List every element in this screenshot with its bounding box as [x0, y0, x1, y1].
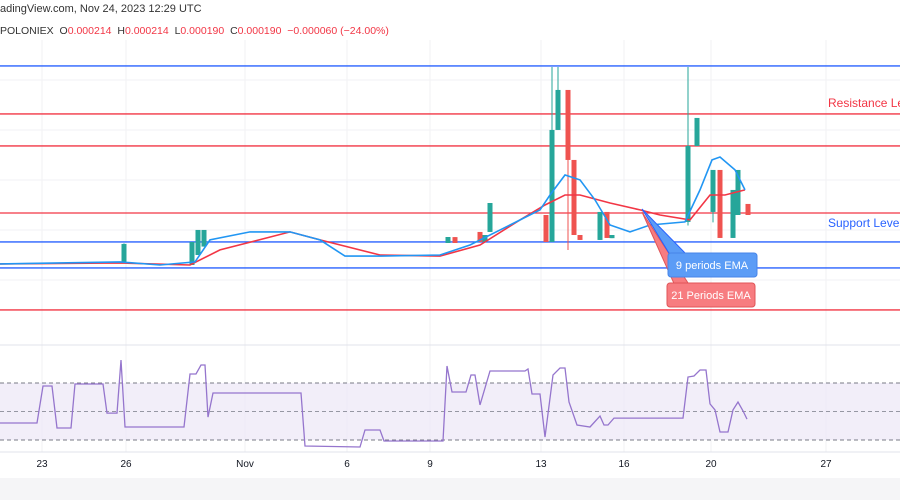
candle-body — [577, 235, 583, 240]
candle-body — [201, 229, 207, 247]
candle-body — [730, 189, 736, 238]
ema-lines — [0, 156, 746, 266]
ema21-callout-label: 21 Periods EMA — [671, 290, 751, 302]
candle-body — [452, 237, 458, 243]
candle-body — [189, 241, 195, 265]
low-value: 0.000190 — [180, 25, 225, 37]
candle-body — [477, 231, 483, 242]
ema9-callout-box — [667, 252, 758, 278]
candles — [121, 67, 751, 265]
change-value: −0.000060 (−24.00%) — [287, 25, 389, 37]
source-timestamp: adingView.com, Nov 24, 2023 12:29 UTC — [0, 3, 202, 15]
time-tick-label: 23 — [36, 459, 48, 470]
candle-body — [549, 129, 555, 242]
resistance-level-label: Resistance Le — [828, 96, 900, 110]
candle-body — [685, 145, 691, 222]
candle-body — [121, 243, 127, 262]
candle-body — [571, 159, 577, 235]
time-tick-label: 27 — [820, 459, 832, 470]
symbol-label: POLONIEX — [0, 25, 54, 37]
rsi-panel — [0, 360, 900, 448]
high-value: 0.000214 — [124, 25, 169, 37]
horizontal-levels — [0, 65, 900, 311]
support-level-label: Support Leve — [828, 216, 900, 230]
candle-body — [555, 89, 561, 130]
candle-body — [445, 237, 451, 243]
open-label: O — [59, 25, 68, 37]
time-tick-label: 26 — [120, 459, 132, 470]
time-tick-label: 9 — [427, 459, 433, 470]
time-tick-label: Nov — [236, 459, 254, 470]
ema9-line — [0, 156, 746, 266]
ema9-callout-label: 9 periods EMA — [676, 260, 749, 272]
candle-body — [487, 203, 493, 232]
time-tick-label: 13 — [535, 459, 547, 470]
candle-body — [195, 229, 201, 255]
candle-body — [745, 203, 751, 215]
time-axis[interactable]: 23 26 Nov 6 9 13 16 20 27 — [0, 451, 900, 500]
candle-body — [543, 215, 549, 242]
ohlc-legend: POLONIEX O0.000214 H0.000214 L0.000190 C… — [0, 25, 389, 37]
candle-body — [717, 169, 723, 238]
open-value: 0.000214 — [67, 25, 112, 37]
high-label: H — [117, 25, 125, 37]
candle-body — [482, 235, 488, 242]
candle-body — [565, 89, 571, 160]
ema21-callout-box — [666, 282, 756, 308]
time-tick-label: 16 — [618, 459, 630, 470]
rsi-line — [0, 360, 748, 448]
close-label: C — [230, 25, 238, 37]
candle-body — [609, 235, 615, 239]
candle-body — [710, 169, 716, 212]
candle-body — [604, 211, 610, 238]
time-tick-label: 20 — [705, 459, 717, 470]
candle-body — [597, 211, 603, 240]
annotations: Resistance Le Support Leve 21 Periods EM… — [641, 96, 900, 308]
ema21-line — [0, 189, 746, 266]
candle-body — [694, 117, 700, 146]
time-tick-label: 6 — [344, 459, 350, 470]
low-label: L — [174, 25, 181, 37]
bottom-bar — [0, 478, 900, 500]
close-value: 0.000190 — [237, 25, 282, 37]
